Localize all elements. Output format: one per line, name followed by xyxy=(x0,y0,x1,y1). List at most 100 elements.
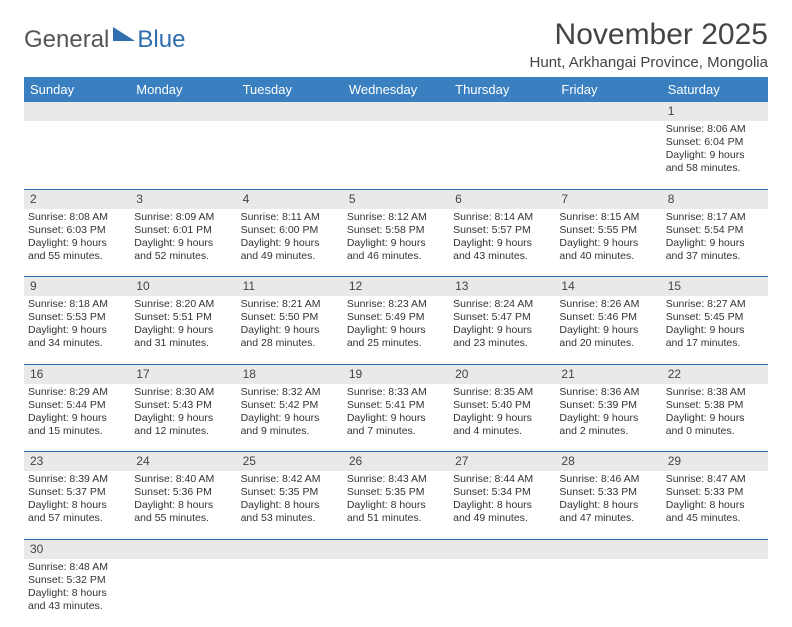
weekday-header: Sunday xyxy=(24,77,130,102)
sunrise-text: Sunrise: 8:26 AM xyxy=(559,298,657,311)
day-number xyxy=(237,539,343,559)
sunset-text: Sunset: 5:35 PM xyxy=(347,486,445,499)
day-number xyxy=(449,539,555,559)
daylight-text: Daylight: 9 hours and 40 minutes. xyxy=(559,237,657,263)
sunrise-text: Sunrise: 8:15 AM xyxy=(559,211,657,224)
day-number-row: 9101112131415 xyxy=(24,277,768,297)
day-cell: Sunrise: 8:32 AMSunset: 5:42 PMDaylight:… xyxy=(237,384,343,452)
sunrise-text: Sunrise: 8:08 AM xyxy=(28,211,126,224)
sunset-text: Sunset: 5:53 PM xyxy=(28,311,126,324)
sunrise-text: Sunrise: 8:44 AM xyxy=(453,473,551,486)
day-number: 15 xyxy=(662,277,768,297)
day-number: 25 xyxy=(237,452,343,472)
sunset-text: Sunset: 5:34 PM xyxy=(453,486,551,499)
sunrise-text: Sunrise: 8:36 AM xyxy=(559,386,657,399)
day-number: 7 xyxy=(555,189,661,209)
day-cell: Sunrise: 8:11 AMSunset: 6:00 PMDaylight:… xyxy=(237,209,343,277)
day-number: 22 xyxy=(662,364,768,384)
day-cell: Sunrise: 8:42 AMSunset: 5:35 PMDaylight:… xyxy=(237,471,343,539)
sunrise-text: Sunrise: 8:23 AM xyxy=(347,298,445,311)
day-cell: Sunrise: 8:39 AMSunset: 5:37 PMDaylight:… xyxy=(24,471,130,539)
sunrise-text: Sunrise: 8:40 AM xyxy=(134,473,232,486)
day-cell xyxy=(343,121,449,189)
sunset-text: Sunset: 5:38 PM xyxy=(666,399,764,412)
day-cell xyxy=(130,559,236,627)
day-cell xyxy=(237,559,343,627)
day-cell: Sunrise: 8:12 AMSunset: 5:58 PMDaylight:… xyxy=(343,209,449,277)
day-number: 9 xyxy=(24,277,130,297)
sunset-text: Sunset: 6:01 PM xyxy=(134,224,232,237)
sunset-text: Sunset: 5:55 PM xyxy=(559,224,657,237)
day-cell: Sunrise: 8:36 AMSunset: 5:39 PMDaylight:… xyxy=(555,384,661,452)
daylight-text: Daylight: 9 hours and 20 minutes. xyxy=(559,324,657,350)
daylight-text: Daylight: 9 hours and 37 minutes. xyxy=(666,237,764,263)
sunset-text: Sunset: 5:40 PM xyxy=(453,399,551,412)
sunset-text: Sunset: 5:50 PM xyxy=(241,311,339,324)
daylight-text: Daylight: 9 hours and 31 minutes. xyxy=(134,324,232,350)
sunset-text: Sunset: 5:47 PM xyxy=(453,311,551,324)
sunrise-text: Sunrise: 8:18 AM xyxy=(28,298,126,311)
sunset-text: Sunset: 5:57 PM xyxy=(453,224,551,237)
sunrise-text: Sunrise: 8:29 AM xyxy=(28,386,126,399)
day-number-row: 23242526272829 xyxy=(24,452,768,472)
sunrise-text: Sunrise: 8:42 AM xyxy=(241,473,339,486)
day-number xyxy=(449,102,555,121)
sunset-text: Sunset: 5:33 PM xyxy=(559,486,657,499)
day-number: 24 xyxy=(130,452,236,472)
sunrise-text: Sunrise: 8:20 AM xyxy=(134,298,232,311)
sunset-text: Sunset: 5:33 PM xyxy=(666,486,764,499)
day-number xyxy=(343,102,449,121)
day-number: 26 xyxy=(343,452,449,472)
day-number: 17 xyxy=(130,364,236,384)
day-cell xyxy=(24,121,130,189)
daylight-text: Daylight: 9 hours and 34 minutes. xyxy=(28,324,126,350)
day-cell: Sunrise: 8:26 AMSunset: 5:46 PMDaylight:… xyxy=(555,296,661,364)
sunset-text: Sunset: 5:36 PM xyxy=(134,486,232,499)
sunrise-text: Sunrise: 8:38 AM xyxy=(666,386,764,399)
daylight-text: Daylight: 9 hours and 2 minutes. xyxy=(559,412,657,438)
day-cell: Sunrise: 8:14 AMSunset: 5:57 PMDaylight:… xyxy=(449,209,555,277)
day-cell: Sunrise: 8:29 AMSunset: 5:44 PMDaylight:… xyxy=(24,384,130,452)
day-cell xyxy=(130,121,236,189)
daylight-text: Daylight: 8 hours and 55 minutes. xyxy=(134,499,232,525)
day-cell: Sunrise: 8:30 AMSunset: 5:43 PMDaylight:… xyxy=(130,384,236,452)
sunset-text: Sunset: 5:45 PM xyxy=(666,311,764,324)
day-number xyxy=(130,539,236,559)
day-cell: Sunrise: 8:20 AMSunset: 5:51 PMDaylight:… xyxy=(130,296,236,364)
day-number: 6 xyxy=(449,189,555,209)
day-number xyxy=(555,102,661,121)
day-cell: Sunrise: 8:44 AMSunset: 5:34 PMDaylight:… xyxy=(449,471,555,539)
day-number xyxy=(555,539,661,559)
sunrise-text: Sunrise: 8:35 AM xyxy=(453,386,551,399)
sunrise-text: Sunrise: 8:32 AM xyxy=(241,386,339,399)
weekday-header: Friday xyxy=(555,77,661,102)
sunset-text: Sunset: 5:49 PM xyxy=(347,311,445,324)
day-number: 11 xyxy=(237,277,343,297)
sunrise-text: Sunrise: 8:46 AM xyxy=(559,473,657,486)
sunrise-text: Sunrise: 8:24 AM xyxy=(453,298,551,311)
sunset-text: Sunset: 5:35 PM xyxy=(241,486,339,499)
day-cell: Sunrise: 8:17 AMSunset: 5:54 PMDaylight:… xyxy=(662,209,768,277)
sunrise-text: Sunrise: 8:48 AM xyxy=(28,561,126,574)
day-number: 20 xyxy=(449,364,555,384)
day-cell: Sunrise: 8:43 AMSunset: 5:35 PMDaylight:… xyxy=(343,471,449,539)
day-number: 2 xyxy=(24,189,130,209)
day-cell xyxy=(343,559,449,627)
sunrise-text: Sunrise: 8:33 AM xyxy=(347,386,445,399)
daylight-text: Daylight: 8 hours and 51 minutes. xyxy=(347,499,445,525)
logo: General Blue xyxy=(24,18,185,54)
location-subtitle: Hunt, Arkhangai Province, Mongolia xyxy=(530,54,768,71)
day-number xyxy=(343,539,449,559)
day-number: 27 xyxy=(449,452,555,472)
day-number: 5 xyxy=(343,189,449,209)
day-cell xyxy=(662,559,768,627)
logo-text-general: General xyxy=(24,26,109,54)
sunset-text: Sunset: 5:43 PM xyxy=(134,399,232,412)
day-number: 13 xyxy=(449,277,555,297)
day-number: 10 xyxy=(130,277,236,297)
day-cell: Sunrise: 8:35 AMSunset: 5:40 PMDaylight:… xyxy=(449,384,555,452)
daylight-text: Daylight: 9 hours and 43 minutes. xyxy=(453,237,551,263)
day-cell: Sunrise: 8:18 AMSunset: 5:53 PMDaylight:… xyxy=(24,296,130,364)
daylight-text: Daylight: 9 hours and 52 minutes. xyxy=(134,237,232,263)
daylight-text: Daylight: 9 hours and 25 minutes. xyxy=(347,324,445,350)
